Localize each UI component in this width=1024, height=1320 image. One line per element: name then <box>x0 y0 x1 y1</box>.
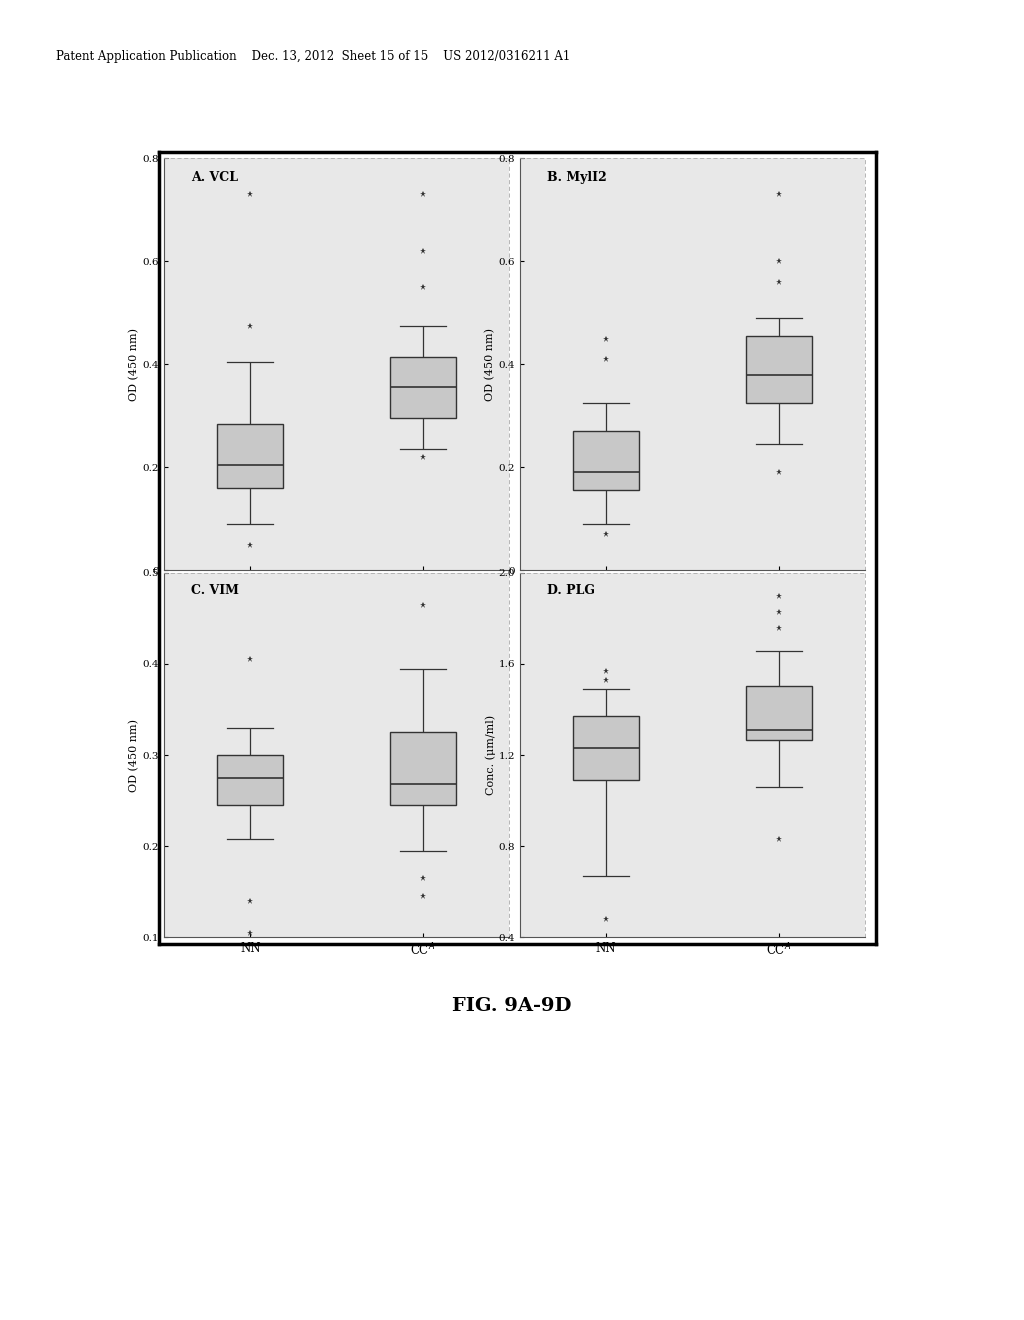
Text: Patent Application Publication    Dec. 13, 2012  Sheet 15 of 15    US 2012/03162: Patent Application Publication Dec. 13, … <box>56 50 570 63</box>
Bar <box>746 685 812 741</box>
Text: A. VCL: A. VCL <box>191 170 239 183</box>
Bar <box>746 337 812 403</box>
Bar <box>217 755 283 805</box>
Y-axis label: Conc. (μm/ml): Conc. (μm/ml) <box>485 715 496 795</box>
Y-axis label: OD (450 nm): OD (450 nm) <box>129 327 139 401</box>
Y-axis label: OD (450 nm): OD (450 nm) <box>485 327 496 401</box>
Bar <box>573 432 639 491</box>
Bar <box>390 733 456 805</box>
Text: C. VIM: C. VIM <box>191 583 240 597</box>
Y-axis label: OD (450 nm): OD (450 nm) <box>129 718 139 792</box>
Text: FIG. 9A-9D: FIG. 9A-9D <box>453 997 571 1015</box>
Text: B. MylI2: B. MylI2 <box>547 170 607 183</box>
Text: D. PLG: D. PLG <box>547 583 595 597</box>
Bar <box>217 424 283 488</box>
Bar <box>573 717 639 780</box>
Bar <box>390 356 456 418</box>
